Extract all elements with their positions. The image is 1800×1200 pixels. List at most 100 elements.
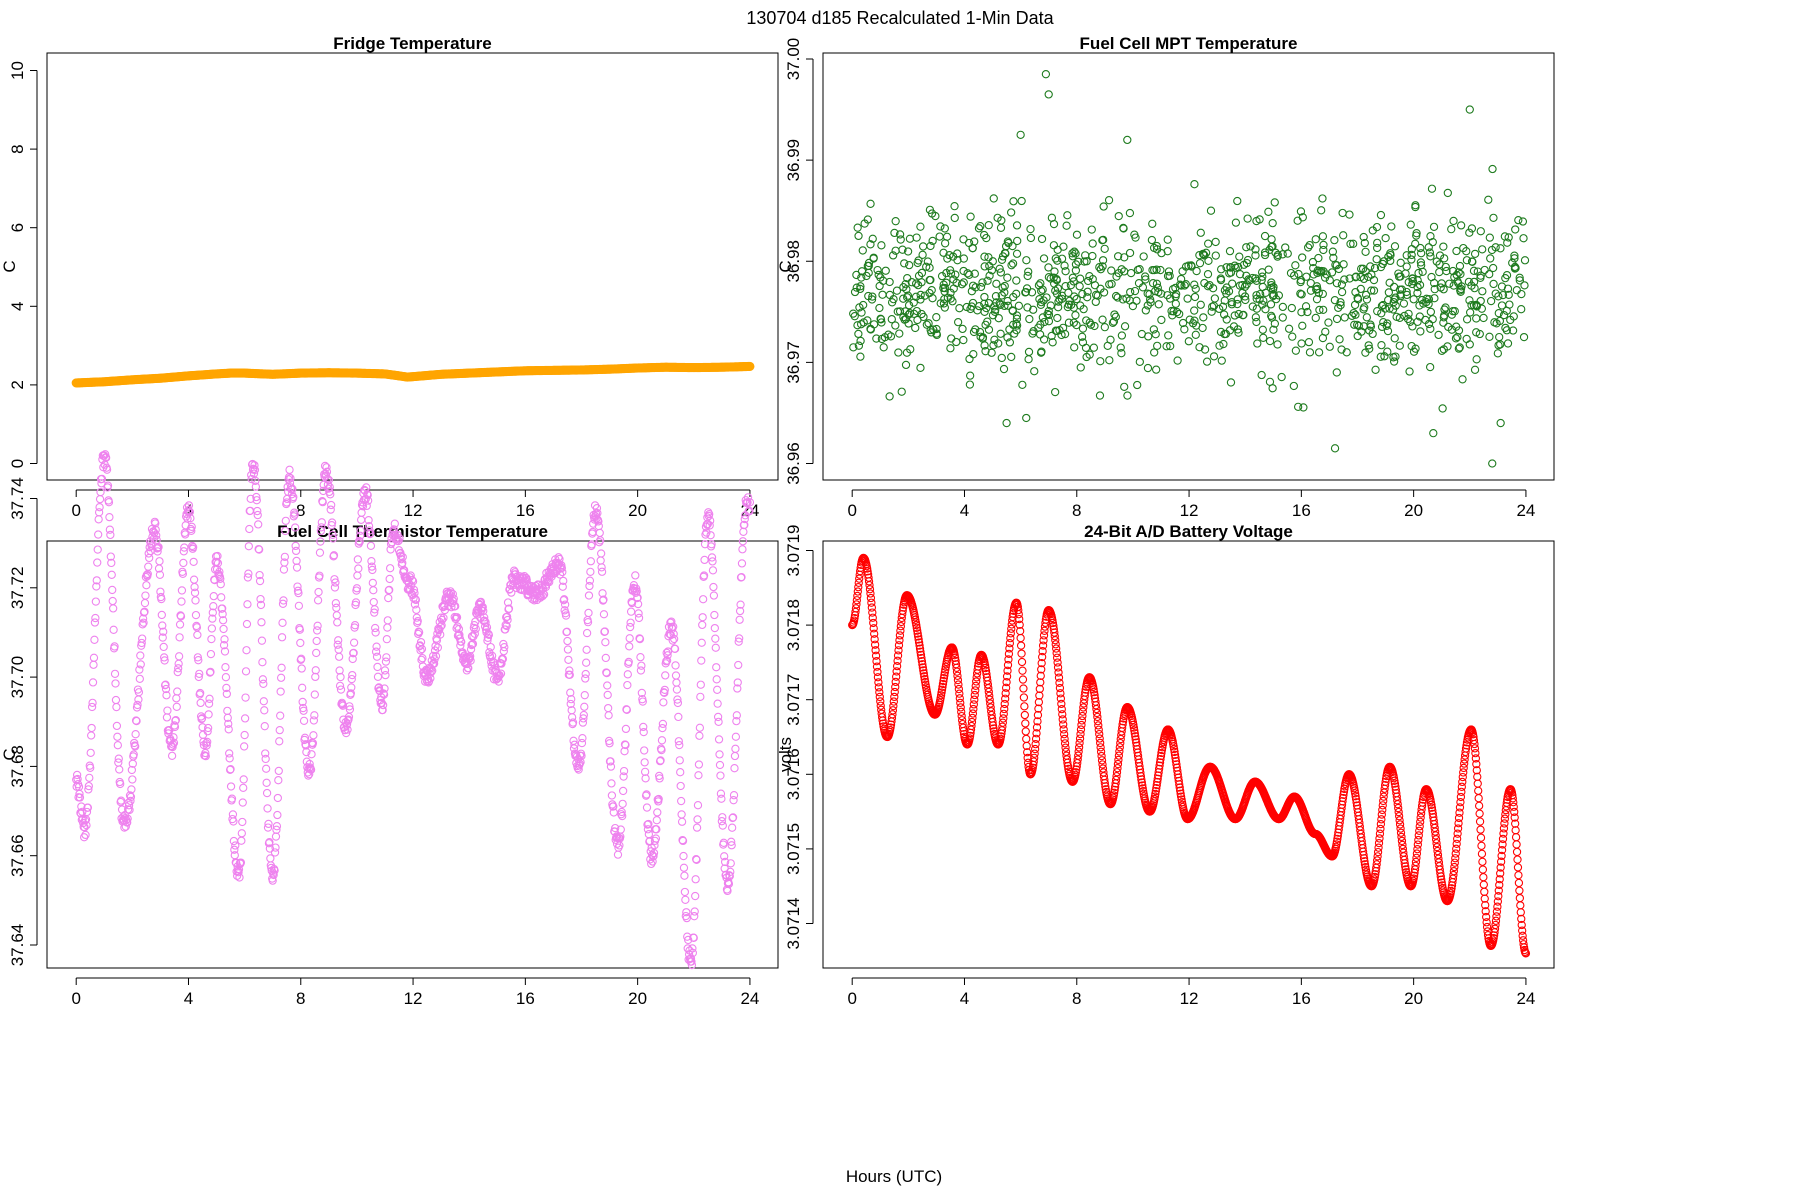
data-point	[1040, 626, 1049, 635]
data-point	[154, 542, 163, 552]
data-point	[1137, 778, 1146, 787]
data-point	[984, 687, 993, 697]
data-point	[1037, 665, 1046, 674]
data-point	[294, 601, 304, 610]
data-point	[1458, 772, 1467, 782]
data-point	[1018, 380, 1027, 389]
data-point	[1412, 853, 1421, 862]
data-point	[1379, 257, 1389, 266]
data-point	[1096, 747, 1106, 756]
data-point	[676, 781, 685, 791]
data-point	[597, 567, 607, 576]
data-point	[88, 698, 97, 708]
data-point	[640, 746, 649, 755]
data-point	[1240, 292, 1250, 301]
data-point	[1114, 755, 1123, 765]
data-point	[677, 810, 686, 819]
data-point	[1377, 810, 1386, 819]
data-point	[856, 320, 866, 329]
data-point	[998, 718, 1007, 727]
data-point	[1157, 748, 1166, 758]
data-point	[1413, 288, 1422, 298]
data-point	[970, 690, 979, 700]
data-point	[1499, 829, 1508, 838]
data-point	[1293, 216, 1302, 225]
data-point	[315, 571, 324, 580]
data-point	[881, 266, 890, 275]
data-point	[1496, 869, 1505, 878]
data-point	[599, 610, 609, 619]
data-point	[896, 626, 905, 635]
data-point	[1510, 254, 1519, 263]
data-point	[500, 643, 509, 652]
data-point	[626, 618, 635, 627]
data-point	[594, 517, 603, 526]
data-point	[1020, 702, 1029, 711]
data-point	[257, 636, 267, 645]
data-point	[1273, 340, 1282, 349]
data-point	[602, 668, 611, 678]
data-point	[1502, 306, 1511, 315]
data-point	[914, 635, 923, 644]
data-point	[1495, 332, 1504, 342]
data-point	[197, 714, 207, 723]
data-point	[464, 663, 473, 673]
data-point	[696, 680, 705, 689]
data-point	[1017, 657, 1027, 667]
data-point	[968, 244, 977, 253]
data-point	[952, 337, 961, 347]
data-point	[1288, 332, 1297, 341]
data-point	[256, 600, 266, 610]
data-point	[313, 621, 322, 630]
data-point	[1038, 652, 1047, 662]
data-point	[989, 341, 998, 350]
data-point	[727, 841, 736, 850]
data-point	[873, 667, 882, 677]
data-point	[1502, 326, 1512, 335]
data-point	[1230, 261, 1239, 270]
data-point	[131, 730, 140, 739]
data-point	[1130, 230, 1139, 239]
data-point	[1515, 886, 1524, 895]
data-point	[968, 281, 978, 290]
data-point	[1511, 819, 1520, 828]
data-point	[235, 873, 244, 882]
data-point	[1493, 897, 1503, 906]
data-point	[298, 683, 307, 692]
data-point	[716, 789, 726, 798]
data-point	[988, 721, 998, 730]
data-point	[262, 778, 271, 787]
x-axis: 0 4 8 12 16 20 24	[71, 977, 759, 1008]
data-point	[676, 768, 685, 777]
data-point	[1153, 777, 1162, 787]
data-point	[1048, 338, 1057, 347]
data-point	[1070, 247, 1079, 256]
data-point	[184, 501, 194, 510]
data-point	[863, 564, 872, 573]
data-point	[695, 731, 704, 740]
data-point	[1032, 723, 1042, 732]
data-point	[317, 523, 326, 532]
data-point	[937, 688, 946, 697]
data-point	[1517, 914, 1526, 924]
data-point	[345, 705, 355, 714]
y-tick-label: 3.0718	[784, 599, 803, 651]
data-point	[1385, 278, 1394, 287]
data-point	[1181, 279, 1190, 289]
data-point	[634, 613, 644, 623]
data-point	[1476, 273, 1485, 282]
data-point	[1500, 814, 1510, 823]
data-point	[1026, 224, 1035, 234]
data-point	[409, 594, 418, 603]
data-point	[1517, 305, 1526, 314]
data-point	[559, 576, 568, 586]
data-point	[259, 679, 268, 688]
data-point	[1094, 725, 1103, 734]
data-point	[652, 825, 661, 834]
data-point	[229, 817, 238, 826]
data-point	[582, 645, 591, 654]
data-point	[968, 713, 977, 723]
data-point	[328, 530, 337, 540]
data-point	[878, 716, 887, 725]
